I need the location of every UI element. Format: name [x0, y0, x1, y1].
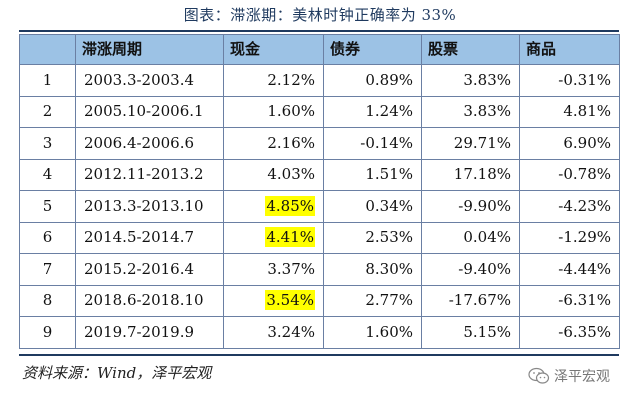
watermark: 泽平宏观 — [528, 366, 610, 386]
header-period: 滞涨周期 — [75, 34, 224, 65]
header-index — [19, 34, 76, 65]
period-cell: 2006.4-2006.6 — [75, 127, 224, 160]
table-row: 2 2005.10-2006.1 1.60% 1.24% 3.83% 4.81% — [19, 95, 620, 128]
stocks-cell: 0.04% — [421, 221, 520, 254]
row-index: 3 — [19, 127, 76, 160]
table-row: 3 2006.4-2006.6 2.16% -0.14% 29.71% 6.90% — [19, 127, 620, 160]
watermark-text: 泽平宏观 — [554, 369, 610, 385]
commodities-cell: -4.23% — [519, 190, 620, 223]
header-cash: 现金 — [223, 34, 324, 65]
stocks-cell: 17.18% — [421, 158, 520, 191]
stocks-cell: 5.15% — [421, 316, 520, 349]
cash-cell: 3.54% — [223, 284, 324, 317]
table-row: 1 2003.3-2003.4 2.12% 0.89% 3.83% -0.31% — [19, 64, 620, 97]
bonds-cell: 1.24% — [323, 95, 422, 128]
bonds-cell: 1.60% — [323, 316, 422, 349]
stocks-cell: 3.83% — [421, 64, 520, 97]
table-row: 6 2014.5-2014.7 4.41% 2.53% 0.04% -1.29% — [19, 221, 620, 254]
stocks-cell: 3.83% — [421, 95, 520, 128]
period-cell: 2003.3-2003.4 — [75, 64, 224, 97]
commodities-cell: -0.31% — [519, 64, 620, 97]
commodities-cell: -0.78% — [519, 158, 620, 191]
row-index: 1 — [19, 64, 76, 97]
table-row: 8 2018.6-2018.10 3.54% 2.77% -17.67% -6.31% — [19, 284, 620, 317]
commodities-cell: -6.31% — [519, 284, 620, 317]
bonds-cell: 0.89% — [323, 64, 422, 97]
period-cell: 2005.10-2006.1 — [75, 95, 224, 128]
bonds-cell: -0.14% — [323, 127, 422, 160]
period-cell: 2015.2-2016.4 — [75, 253, 224, 286]
stocks-cell: -9.90% — [421, 190, 520, 223]
stocks-cell: -17.67% — [421, 284, 520, 317]
row-index: 2 — [19, 95, 76, 128]
cash-cell: 4.03% — [223, 158, 324, 191]
highlighted-value: 3.54% — [265, 290, 315, 311]
wechat-icon — [528, 367, 550, 384]
commodities-cell: 6.90% — [519, 127, 620, 160]
period-cell: 2019.7-2019.9 — [75, 316, 224, 349]
source-note: 资料来源：Wind，泽平宏观 — [22, 364, 212, 382]
header-bonds: 债券 — [323, 34, 422, 65]
cash-cell: 3.37% — [223, 253, 324, 286]
row-index: 4 — [19, 158, 76, 191]
commodities-cell: -4.44% — [519, 253, 620, 286]
bonds-cell: 0.34% — [323, 190, 422, 223]
bonds-cell: 2.53% — [323, 221, 422, 254]
header-stocks: 股票 — [421, 34, 520, 65]
table-row: 5 2013.3-2013.10 4.85% 0.34% -9.90% -4.23% — [19, 190, 620, 223]
row-index: 7 — [19, 253, 76, 286]
period-cell: 2018.6-2018.10 — [75, 284, 224, 317]
commodities-cell: -1.29% — [519, 221, 620, 254]
bottom-divider — [19, 354, 619, 356]
cash-cell: 3.24% — [223, 316, 324, 349]
stocks-cell: -9.40% — [421, 253, 520, 286]
period-cell: 2012.11-2013.2 — [75, 158, 224, 191]
title-divider — [19, 30, 619, 32]
stocks-cell: 29.71% — [421, 127, 520, 160]
table-header-row: 滞涨周期 现金 债券 股票 商品 — [19, 34, 620, 65]
row-index: 9 — [19, 316, 76, 349]
cash-cell: 4.41% — [223, 221, 324, 254]
commodities-cell: 4.81% — [519, 95, 620, 128]
cash-cell: 4.85% — [223, 190, 324, 223]
bonds-cell: 2.77% — [323, 284, 422, 317]
chart-title: 图表：滞涨期：美林时钟正确率为 33% — [183, 6, 457, 24]
table-row: 7 2015.2-2016.4 3.37% 8.30% -9.40% -4.44% — [19, 253, 620, 286]
highlighted-value: 4.41% — [265, 227, 315, 248]
bonds-cell: 8.30% — [323, 253, 422, 286]
table-row: 4 2012.11-2013.2 4.03% 1.51% 17.18% -0.78% — [19, 158, 620, 191]
cash-cell: 1.60% — [223, 95, 324, 128]
row-index: 5 — [19, 190, 76, 223]
highlighted-value: 4.85% — [265, 195, 315, 216]
header-commodities: 商品 — [519, 34, 620, 65]
cash-cell: 2.16% — [223, 127, 324, 160]
row-index: 8 — [19, 284, 76, 317]
cash-cell: 2.12% — [223, 64, 324, 97]
period-cell: 2014.5-2014.7 — [75, 221, 224, 254]
bonds-cell: 1.51% — [323, 158, 422, 191]
period-cell: 2013.3-2013.10 — [75, 190, 224, 223]
row-index: 6 — [19, 221, 76, 254]
data-table: 滞涨周期 现金 债券 股票 商品 1 2003.3-2003.4 2.12% 0.89… — [19, 34, 620, 349]
commodities-cell: -6.35% — [519, 316, 620, 349]
table-row: 9 2019.7-2019.9 3.24% 1.60% 5.15% -6.35% — [19, 316, 620, 349]
